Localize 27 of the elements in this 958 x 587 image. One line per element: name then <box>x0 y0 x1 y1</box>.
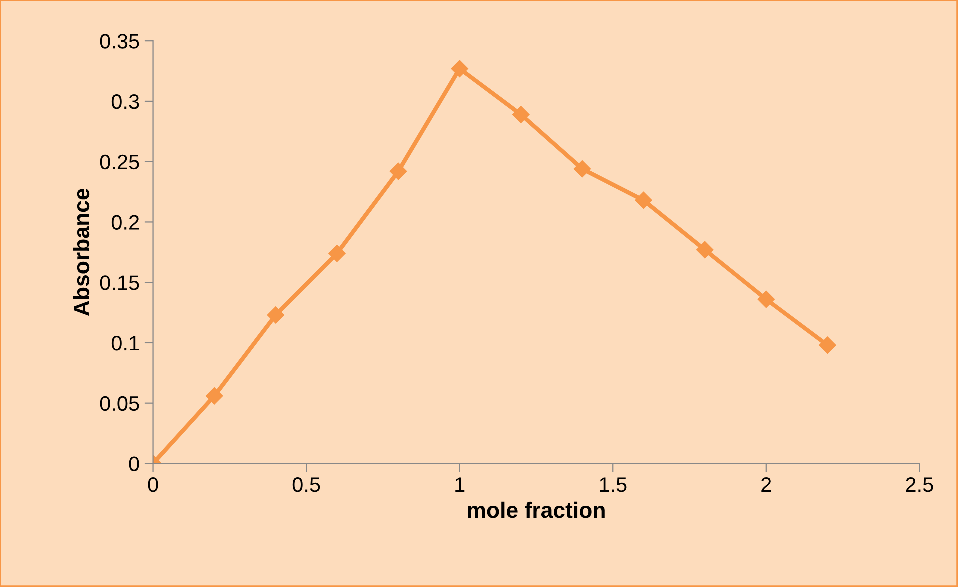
x-axis-title: mole fraction <box>468 502 605 518</box>
x-tick-label: 2 <box>762 477 772 492</box>
point <box>758 290 775 308</box>
point <box>328 245 346 262</box>
y-tick-label: 0.3 <box>112 94 140 110</box>
y-tick-label: 0.35 <box>100 34 140 49</box>
point <box>696 241 714 259</box>
point <box>267 306 284 324</box>
y-tick-label: 0.15 <box>100 276 140 290</box>
y-tick-label: 0.05 <box>100 396 140 412</box>
y-tick-label: 0 <box>129 456 140 472</box>
x-tick-label: 0 <box>148 477 158 492</box>
point <box>574 160 592 178</box>
point <box>451 60 468 78</box>
point <box>635 192 652 210</box>
y-tick-label: 0.1 <box>112 336 140 351</box>
x-tick-label: 1.5 <box>600 478 627 492</box>
y-axis-title: Absorbance <box>73 188 90 316</box>
y-tick-label: 0.2 <box>112 215 140 230</box>
y-tick-label: 0.25 <box>100 154 140 170</box>
point <box>390 162 408 180</box>
point <box>512 106 530 124</box>
x-tick-label: 0.5 <box>292 477 320 492</box>
x-tick-label: 1 <box>456 478 465 492</box>
x-tick-label: 2.5 <box>906 477 934 492</box>
point <box>819 336 836 354</box>
point <box>206 388 224 405</box>
